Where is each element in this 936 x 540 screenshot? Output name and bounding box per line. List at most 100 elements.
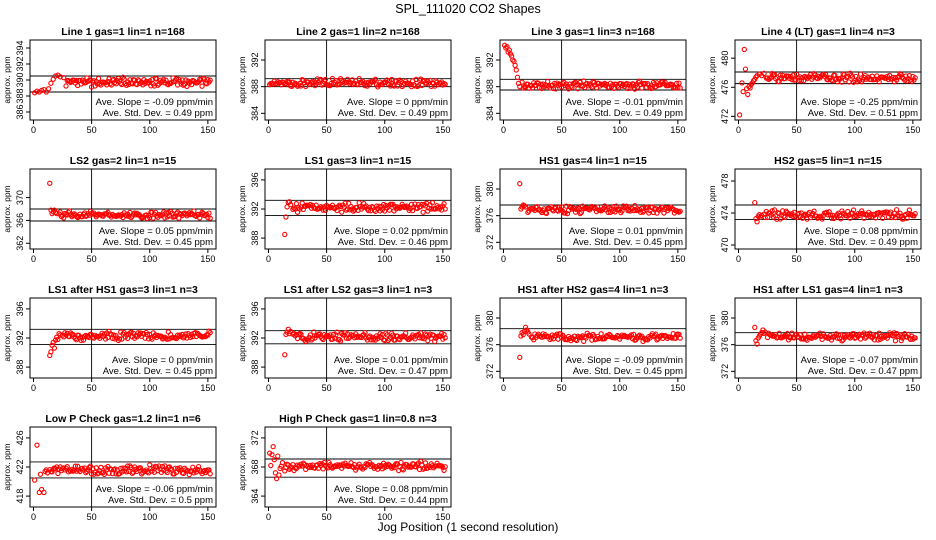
x-tick-label: 100 xyxy=(377,254,392,264)
slope-annotation: Ave. Slope = 0.05 ppm/min xyxy=(99,226,213,237)
data-point xyxy=(164,336,170,342)
panel-title: Line 3 gas=1 lin=3 n=168 xyxy=(531,26,655,38)
data-point xyxy=(757,331,764,337)
y-tick-label: 384 xyxy=(250,106,260,121)
slope-annotation: Ave. Slope = -0.06 ppm/min xyxy=(96,484,213,495)
data-point xyxy=(849,74,856,80)
y-tick-label: 392 xyxy=(250,52,260,67)
plot-frame xyxy=(499,39,687,121)
data-point xyxy=(896,213,902,219)
data-point xyxy=(781,213,787,219)
data-point xyxy=(418,330,424,336)
data-point xyxy=(425,338,431,344)
data-point xyxy=(893,207,900,213)
y-tick-label: 386 xyxy=(15,104,25,119)
data-point xyxy=(878,210,885,216)
data-series xyxy=(282,199,448,238)
data-series xyxy=(752,199,918,225)
data-point xyxy=(55,336,61,343)
data-point xyxy=(64,464,70,470)
data-point xyxy=(318,204,324,210)
data-point xyxy=(442,206,448,212)
data-point xyxy=(48,349,54,355)
chart-panel: HS1 after HS2 gas=4 lin=1 n=3 0 50 100 150 37… xyxy=(472,284,687,393)
data-point xyxy=(898,71,904,78)
data-point xyxy=(437,204,444,210)
x-tick-label: 50 xyxy=(792,254,802,264)
data-point xyxy=(519,79,525,85)
data-point xyxy=(512,62,518,68)
data-point xyxy=(740,88,746,95)
x-tick-label: 100 xyxy=(847,125,862,135)
data-point xyxy=(912,210,918,217)
data-point xyxy=(442,335,448,341)
std-annotation: Ave. Std. Dev. = 0.49 ppm xyxy=(338,108,448,119)
data-point xyxy=(838,216,844,222)
data-point xyxy=(619,208,625,214)
data-point xyxy=(857,71,864,77)
std-annotation: Ave. Std. Dev. = 0.45 ppm xyxy=(573,237,683,248)
data-point xyxy=(611,203,617,210)
data-point xyxy=(605,209,611,216)
x-tick-label: 100 xyxy=(377,512,392,522)
data-point xyxy=(811,208,817,214)
panel-title: HS1 after LS1 gas=4 lin=1 n=3 xyxy=(753,284,903,296)
data-point xyxy=(334,329,340,335)
data-point xyxy=(308,79,315,86)
y-tick-label: 370 xyxy=(15,190,25,205)
data-point xyxy=(206,210,212,216)
data-point xyxy=(134,468,140,475)
data-point xyxy=(303,203,309,209)
data-point xyxy=(48,80,54,86)
data-point xyxy=(891,330,897,336)
slope-annotation: Ave. Slope = -0.09 ppm/min xyxy=(96,97,213,108)
data-point xyxy=(81,333,88,339)
std-annotation: Ave. Std. Dev. = 0.49 ppm xyxy=(808,237,918,248)
y-tick-label: 388 xyxy=(485,79,495,94)
data-point xyxy=(275,453,281,459)
data-point xyxy=(816,332,822,339)
data-point xyxy=(129,470,135,476)
data-point xyxy=(564,210,571,217)
data-series xyxy=(32,442,213,496)
data-point xyxy=(287,201,294,208)
data-point xyxy=(572,209,579,215)
std-annotation: Ave. Std. Dev. = 0.44 ppm xyxy=(338,495,448,506)
x-tick-label: 150 xyxy=(905,383,920,393)
figure-title: SPL_111020 CO2 Shapes xyxy=(395,2,540,16)
data-point xyxy=(70,468,76,474)
data-point xyxy=(839,338,845,344)
slope-annotation: Ave. Slope = 0 ppm/min xyxy=(347,97,448,108)
y-tick-label: 368 xyxy=(250,459,260,474)
figure-xlabel: Jog Position (1 second resolution) xyxy=(378,520,559,534)
x-tick-label: 50 xyxy=(322,254,332,264)
data-point xyxy=(852,213,858,220)
data-point xyxy=(120,465,126,471)
plot-frame xyxy=(499,297,687,379)
std-annotation: Ave. Std. Dev. = 0.45 ppm xyxy=(103,237,213,248)
panel-title: LS1 after HS1 gas=3 lin=1 n=3 xyxy=(48,284,198,296)
data-point xyxy=(105,334,111,341)
y-tick-label: 396 xyxy=(250,172,260,187)
data-series xyxy=(266,75,448,90)
panel-title: HS1 gas=4 lin=1 n=15 xyxy=(539,155,647,167)
data-point xyxy=(47,180,53,186)
y-axis-label: approx. ppm xyxy=(237,314,247,361)
data-point xyxy=(173,76,180,82)
data-point xyxy=(391,83,397,89)
data-series xyxy=(517,181,683,217)
data-point xyxy=(290,206,296,213)
y-tick-label: 376 xyxy=(485,337,495,352)
data-point xyxy=(362,330,368,336)
slope-annotation: Ave. Slope = 0 ppm/min xyxy=(112,355,213,366)
data-point xyxy=(658,332,665,338)
y-tick-label: 392 xyxy=(250,330,260,345)
data-point xyxy=(416,335,423,341)
y-tick-label: 380 xyxy=(485,181,495,196)
data-point xyxy=(163,335,169,341)
plot-frame xyxy=(499,168,687,250)
x-tick-label: 50 xyxy=(322,383,332,393)
data-point xyxy=(577,210,583,217)
x-tick-label: 50 xyxy=(87,512,97,522)
chart-panel: LS1 gas=3 lin=1 n=15 0 50 100 150 388 392 396ap… xyxy=(237,155,452,264)
